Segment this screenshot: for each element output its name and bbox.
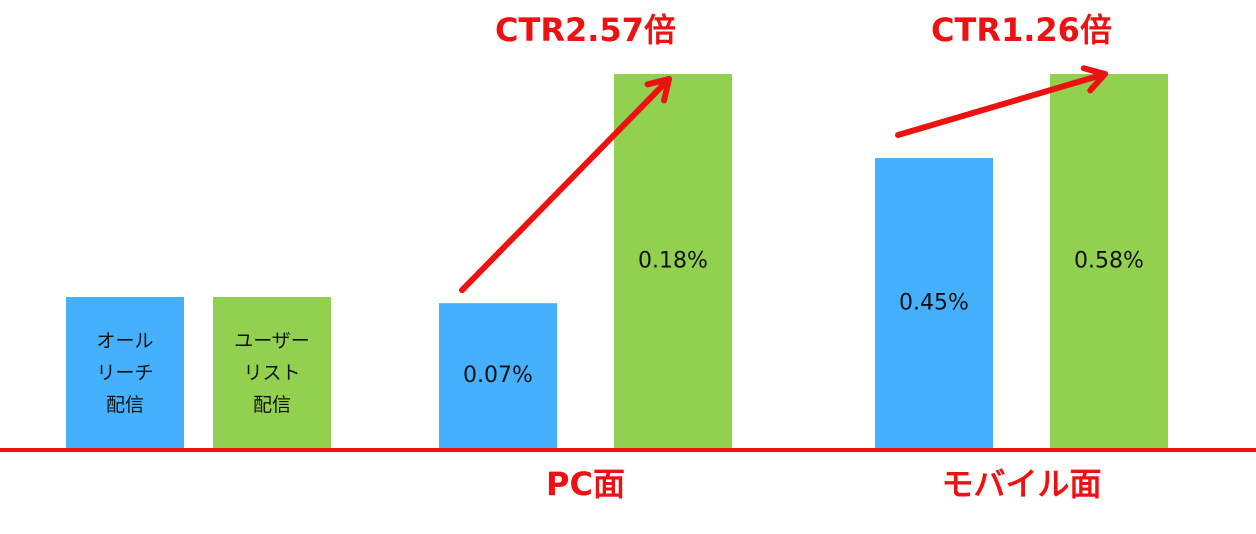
legend-swatch (213, 297, 331, 449)
arrow-head (1087, 71, 1108, 94)
value-label: 0.07% (463, 363, 533, 388)
x-tick-label: PC面 (546, 465, 625, 503)
arrow-shaft (895, 71, 1108, 139)
arrow-head (644, 76, 672, 88)
annotation: CTR2.57倍 (495, 11, 676, 49)
legend-item: ユーザー リスト 配信 (234, 330, 310, 416)
arrow-head (661, 76, 672, 104)
annotation: CTR1.26倍 (931, 11, 1112, 49)
legend-label: オール リーチ 配信 (96, 330, 154, 416)
bar (875, 158, 993, 449)
arrow-shaft (459, 76, 672, 294)
legend-item: オール リーチ 配信 (96, 330, 154, 416)
bar (439, 303, 557, 449)
legend-label: ユーザー リスト 配信 (234, 330, 310, 416)
x-tick-label: モバイル面 (941, 465, 1101, 503)
arrow-head (1080, 65, 1108, 77)
value-label: 0.58% (1074, 249, 1144, 274)
legend-swatch (66, 297, 184, 449)
bar (1050, 74, 1168, 449)
value-label: 0.18% (638, 249, 708, 274)
bar (614, 74, 732, 449)
value-label: 0.45% (899, 291, 969, 316)
